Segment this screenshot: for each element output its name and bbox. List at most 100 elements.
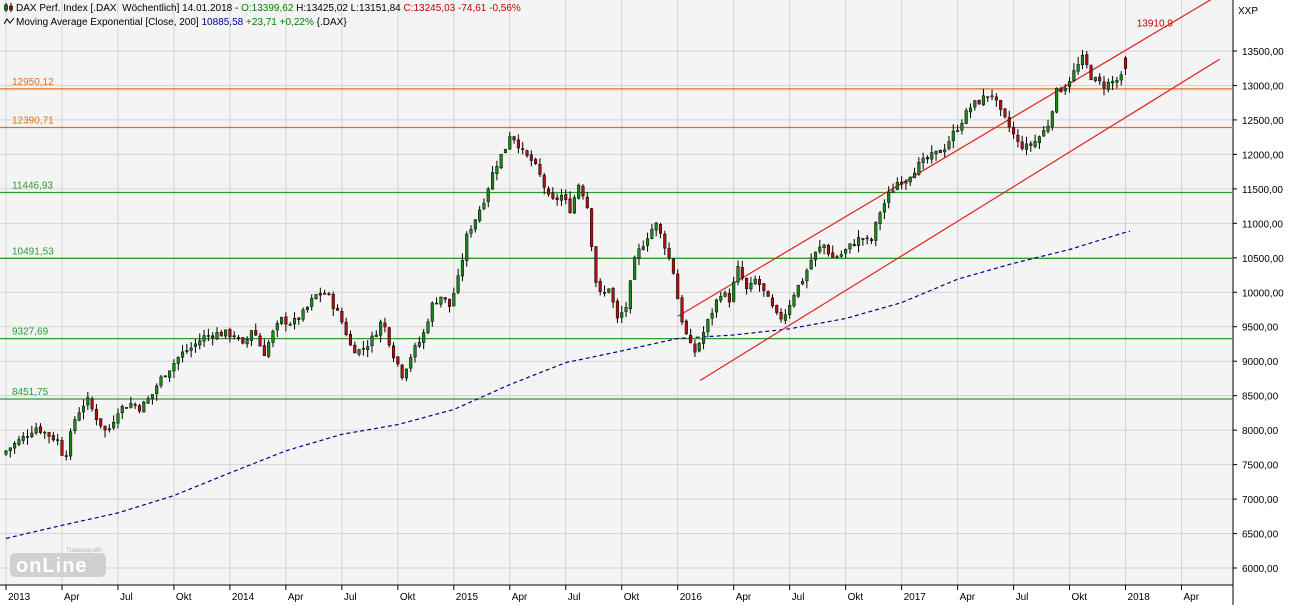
candle-body[interactable] (478, 209, 482, 222)
candle-body[interactable] (297, 317, 301, 320)
candle-body[interactable] (193, 343, 197, 347)
candle-body[interactable] (994, 96, 998, 101)
candle-body[interactable] (176, 357, 180, 364)
candle-body[interactable] (4, 450, 8, 455)
candle-body[interactable] (185, 350, 189, 352)
candle-body[interactable] (628, 280, 632, 310)
candle-body[interactable] (400, 364, 404, 378)
candle-body[interactable] (757, 279, 762, 285)
candle-body[interactable] (908, 177, 912, 183)
candle-body[interactable] (809, 260, 813, 270)
candle-body[interactable] (107, 428, 111, 430)
candle-body[interactable] (275, 323, 279, 331)
candle-body[interactable] (568, 198, 572, 214)
candle-body[interactable] (443, 297, 447, 300)
candle-body[interactable] (680, 297, 684, 323)
candle-body[interactable] (206, 335, 210, 337)
candle-body[interactable] (943, 149, 947, 153)
candle-body[interactable] (13, 443, 17, 449)
candle-body[interactable] (1068, 81, 1072, 88)
candle-body[interactable] (925, 156, 929, 160)
candle-body[interactable] (228, 329, 232, 338)
candle-body[interactable] (912, 172, 917, 179)
candle-body[interactable] (21, 435, 25, 441)
candle-body[interactable] (211, 335, 215, 339)
candle-body[interactable] (826, 245, 830, 255)
candle-body[interactable] (555, 197, 559, 200)
candle-body[interactable] (51, 435, 55, 441)
candle-body[interactable] (831, 252, 835, 258)
candle-body[interactable] (236, 337, 241, 339)
candle-body[interactable] (336, 308, 340, 311)
candle-body[interactable] (770, 297, 774, 307)
candle-body[interactable] (861, 238, 865, 240)
candle-body[interactable] (56, 439, 60, 441)
candle-body[interactable] (202, 335, 206, 342)
candle-body[interactable] (788, 304, 792, 315)
candle-body[interactable] (594, 246, 598, 283)
candle-body[interactable] (327, 293, 331, 295)
candle-body[interactable] (383, 322, 387, 328)
candle-body[interactable] (921, 157, 925, 163)
candle-body[interactable] (865, 237, 869, 240)
candle-body[interactable] (641, 246, 645, 250)
candle-body[interactable] (917, 161, 921, 175)
candle-body[interactable] (904, 180, 908, 184)
candle-body[interactable] (361, 347, 365, 350)
candle-body[interactable] (895, 182, 899, 190)
candle-body[interactable] (267, 342, 271, 357)
candle-body[interactable] (112, 421, 116, 429)
candle-body[interactable] (374, 334, 378, 337)
candle-body[interactable] (38, 426, 42, 433)
candle-body[interactable] (150, 394, 154, 400)
candle-body[interactable] (292, 317, 297, 325)
candle-body[interactable] (964, 110, 968, 124)
candle-body[interactable] (719, 296, 723, 301)
candle-body[interactable] (1042, 130, 1046, 137)
candle-body[interactable] (447, 298, 452, 307)
candle-body[interactable] (869, 238, 874, 242)
candle-body[interactable] (396, 356, 400, 365)
candle-body[interactable] (430, 302, 434, 322)
candle-body[interactable] (508, 136, 512, 150)
candle-body[interactable] (1007, 117, 1011, 127)
candle-body[interactable] (689, 334, 693, 344)
candle-body[interactable] (90, 398, 94, 410)
candle-body[interactable] (1098, 76, 1102, 82)
candle-body[interactable] (727, 293, 731, 303)
candle-body[interactable] (516, 139, 520, 149)
candle-body[interactable] (465, 233, 469, 261)
candle-body[interactable] (667, 247, 671, 259)
candle-body[interactable] (615, 300, 619, 319)
candle-body[interactable] (77, 412, 81, 421)
candle-body[interactable] (305, 306, 309, 310)
candle-body[interactable] (646, 238, 650, 246)
candle-body[interactable] (288, 324, 292, 326)
candle-body[interactable] (968, 107, 973, 113)
candle-body[interactable] (956, 130, 960, 132)
candle-body[interactable] (753, 278, 757, 285)
candle-body[interactable] (94, 408, 98, 421)
candle-body[interactable] (198, 340, 202, 346)
candle-body[interactable] (779, 312, 783, 320)
candle-body[interactable] (189, 347, 193, 351)
candle-body[interactable] (775, 305, 779, 313)
candle-body[interactable] (977, 100, 981, 105)
candle-body[interactable] (1076, 64, 1080, 72)
candle-body[interactable] (663, 233, 667, 249)
candle-body[interactable] (17, 439, 21, 445)
candle-body[interactable] (1037, 136, 1041, 144)
candle-body[interactable] (232, 335, 236, 338)
candle-body[interactable] (391, 345, 396, 359)
candle-body[interactable] (64, 455, 68, 457)
candle-body[interactable] (280, 317, 284, 324)
candle-body[interactable] (650, 228, 654, 239)
candle-body[interactable] (387, 327, 391, 346)
candle-body[interactable] (331, 293, 335, 309)
candle-body[interactable] (310, 298, 314, 307)
candle-body[interactable] (684, 320, 688, 335)
candle-body[interactable] (564, 194, 568, 200)
candle-body[interactable] (323, 292, 327, 295)
channel-lower-line[interactable] (699, 58, 1220, 382)
candle-body[interactable] (245, 338, 249, 345)
